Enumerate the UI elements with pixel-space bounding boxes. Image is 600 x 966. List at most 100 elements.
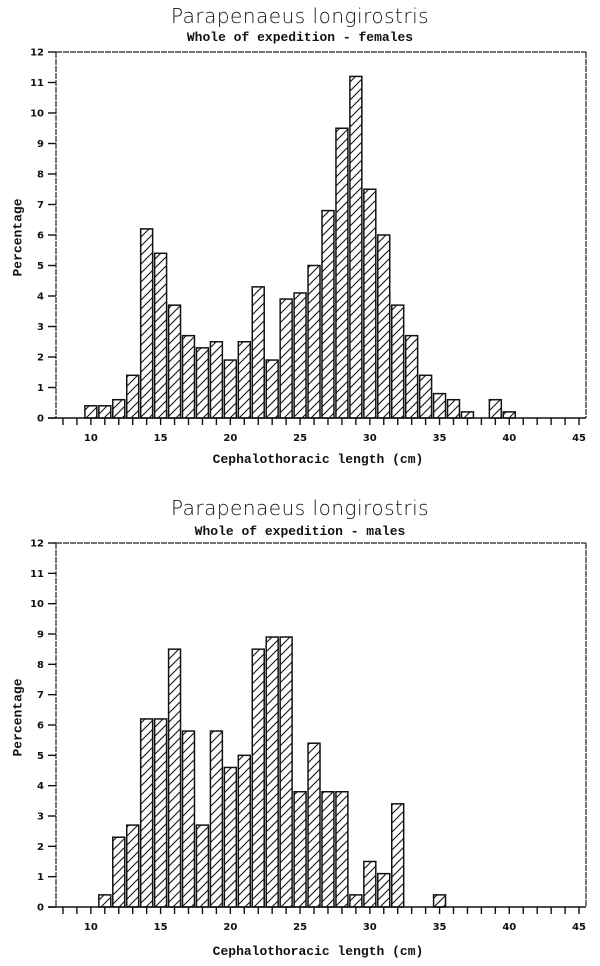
histogram-bar: [335, 127, 349, 419]
histogram-bar: [279, 298, 293, 419]
svg-text:20: 20: [223, 433, 237, 444]
histogram-bar: [349, 75, 363, 419]
histogram-bar: [307, 264, 321, 419]
histogram-bar: [181, 730, 196, 908]
histogram-bar: [460, 411, 475, 419]
histogram-bar: [181, 334, 196, 419]
histogram-bar: [251, 286, 265, 419]
svg-text:40: 40: [502, 433, 516, 444]
svg-text:2: 2: [37, 842, 44, 853]
histogram-bar: [349, 894, 363, 908]
histogram-bar: [488, 398, 503, 419]
svg-text:9: 9: [37, 630, 44, 641]
svg-text:0: 0: [37, 903, 44, 914]
svg-text:12: 12: [30, 48, 44, 59]
svg-text:8: 8: [37, 660, 44, 671]
svg-text:35: 35: [433, 922, 447, 933]
histogram-bar: [446, 398, 461, 419]
svg-text:4: 4: [37, 781, 44, 792]
histogram-bar: [390, 803, 405, 908]
histogram-bar: [377, 872, 391, 908]
svg-text:25: 25: [293, 922, 307, 933]
histogram-bar: [335, 790, 349, 908]
chart-title: Parapenaeus longirostris: [170, 496, 430, 520]
histogram-bar: [293, 292, 307, 419]
histogram-bar: [390, 304, 405, 419]
histogram-bar: [377, 234, 391, 419]
histogram-bar: [293, 790, 307, 908]
svg-text:25: 25: [293, 433, 307, 444]
svg-text:30: 30: [363, 433, 377, 444]
chart-subtitle: Whole of expedition - males: [194, 524, 406, 539]
histogram-bar: [223, 359, 238, 419]
svg-text:45: 45: [572, 433, 586, 444]
histogram-bar: [167, 648, 182, 908]
svg-text:8: 8: [37, 170, 44, 181]
histogram-bar: [307, 742, 321, 908]
svg-text:10: 10: [84, 922, 98, 933]
histogram-bar: [279, 636, 293, 908]
svg-text:40: 40: [502, 922, 516, 933]
svg-text:3: 3: [37, 322, 44, 333]
svg-text:15: 15: [154, 922, 168, 933]
svg-text:5: 5: [37, 261, 44, 272]
svg-text:35: 35: [433, 433, 447, 444]
svg-text:20: 20: [223, 922, 237, 933]
histogram-bar: [223, 766, 238, 908]
histogram-bar: [251, 648, 265, 908]
svg-text:45: 45: [572, 922, 586, 933]
histogram-bar: [125, 824, 140, 908]
histogram-bar: [502, 411, 517, 419]
histogram-bar: [209, 341, 224, 419]
svg-text:9: 9: [37, 139, 44, 150]
svg-text:7: 7: [37, 200, 44, 211]
svg-text:15: 15: [154, 433, 168, 444]
histogram-bar: [363, 860, 377, 908]
x-axis-label: Cephalothoracic length (cm): [212, 944, 424, 959]
svg-text:11: 11: [30, 569, 44, 580]
svg-text:7: 7: [37, 690, 44, 701]
histogram-bar: [125, 374, 140, 419]
histogram-bar: [98, 894, 112, 908]
svg-text:10: 10: [30, 109, 44, 120]
svg-text:30: 30: [363, 922, 377, 933]
histogram-bar: [237, 754, 252, 908]
svg-text:0: 0: [37, 414, 44, 425]
svg-text:10: 10: [84, 433, 98, 444]
svg-text:6: 6: [37, 231, 44, 242]
svg-text:3: 3: [37, 812, 44, 823]
chart-subtitle: Whole of expedition - females: [186, 30, 414, 45]
svg-text:1: 1: [37, 872, 44, 883]
histogram-bar: [237, 341, 252, 419]
histogram-bar: [112, 836, 126, 908]
svg-text:11: 11: [30, 78, 44, 89]
chart-males: Parapenaeus longirostris Whole of expedi…: [0, 486, 600, 966]
svg-text:4: 4: [37, 292, 44, 303]
histogram-bar: [265, 636, 279, 908]
chart-title: Parapenaeus longirostris: [170, 4, 430, 28]
histogram-bar: [98, 405, 112, 419]
histogram-bar: [84, 405, 98, 419]
histogram-bar: [432, 392, 447, 419]
histogram-bar: [195, 347, 210, 419]
histogram-bar: [321, 209, 335, 419]
histogram-bar: [404, 334, 419, 419]
x-axis-label: Cephalothoracic length (cm): [212, 452, 424, 467]
histogram-bar: [432, 894, 447, 908]
histogram-bar: [153, 252, 168, 419]
histogram-bar: [167, 304, 182, 419]
histogram-bar: [321, 790, 335, 908]
histogram-bar: [363, 188, 377, 419]
svg-text:5: 5: [37, 751, 44, 762]
svg-text:1: 1: [37, 383, 44, 394]
histogram-bar: [265, 359, 279, 419]
histogram-bar: [153, 718, 168, 908]
histogram-bar: [418, 374, 433, 419]
histogram-bar: [112, 398, 126, 419]
chart-females: Parapenaeus longirostris Whole of expedi…: [0, 0, 600, 480]
svg-text:6: 6: [37, 721, 44, 732]
histogram-bar: [139, 718, 154, 908]
svg-text:2: 2: [37, 353, 44, 364]
